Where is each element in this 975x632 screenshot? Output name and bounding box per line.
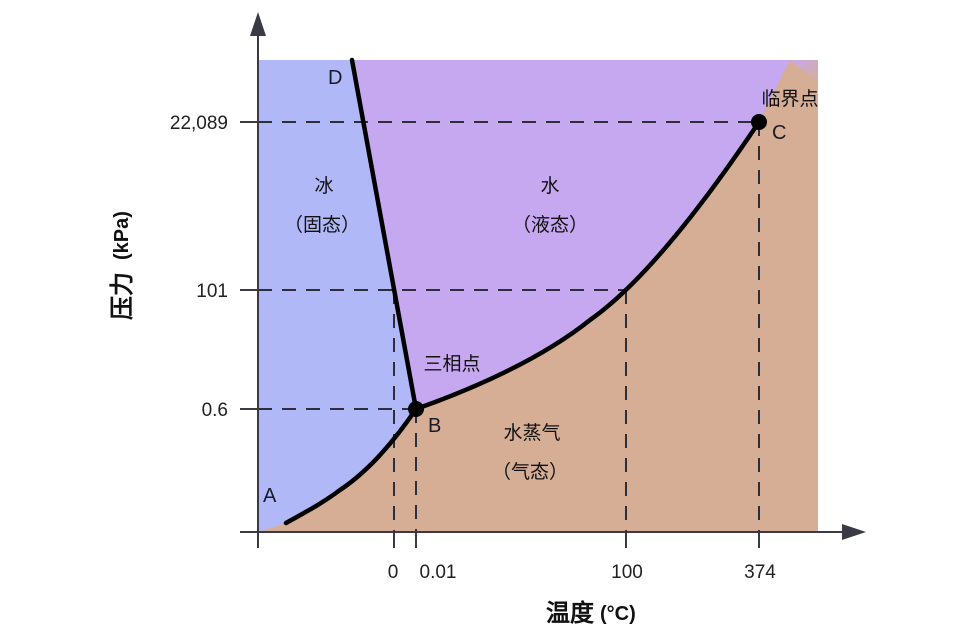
point-d-label: D [328, 67, 342, 89]
liquid-region [352, 60, 790, 409]
ice-label: 冰 [314, 175, 333, 197]
x-tick-label-374: 374 [744, 562, 776, 583]
y-axis-title-text: 压力 [108, 272, 136, 320]
phase-boundaries [283, 57, 762, 526]
y-axis-arrow-icon [250, 12, 266, 36]
x-tick-label-100: 100 [611, 562, 643, 583]
x-axis-title-text: 温度 [546, 599, 595, 627]
axes [240, 12, 866, 548]
vapor-label: 水蒸气 [503, 422, 560, 444]
y-tick-label-22089: 22,089 [170, 113, 228, 134]
x-tick-label-001: 0.01 [420, 562, 457, 583]
vaporization-curve [413, 119, 762, 412]
critical-point-label: 临界点 [761, 88, 818, 110]
point-c-label: C [772, 122, 786, 144]
triple-point-label: 三相点 [423, 353, 480, 375]
y-tick-label-101: 101 [196, 281, 228, 302]
y-axis-title: 压力 (kPa) [108, 211, 136, 320]
x-axis-title: 温度 (°C) [546, 599, 636, 627]
point-b-label: B [428, 415, 441, 437]
phase-regions [258, 60, 818, 532]
triple-point-marker [408, 401, 424, 417]
vapor-sub-label: （气态） [492, 461, 568, 483]
critical-point-marker [751, 114, 767, 130]
x-tick-label-0: 0 [388, 562, 399, 583]
water-sub-label: （液态） [512, 214, 588, 236]
ice-region [258, 60, 416, 532]
x-axis-arrow-icon [842, 524, 866, 540]
point-a-label: A [263, 485, 277, 507]
y-axis-unit-text: (kPa) [111, 211, 133, 260]
water-label: 水 [540, 175, 559, 197]
x-axis-unit-text: (°C) [600, 603, 636, 625]
ice-sub-label: （固态） [284, 214, 360, 236]
melting-curve [349, 57, 419, 412]
sublimation-curve [283, 406, 419, 526]
reference-lines [258, 121, 760, 532]
critical-corner-blend [790, 60, 818, 82]
y-tick-label-06: 0.6 [202, 400, 228, 421]
